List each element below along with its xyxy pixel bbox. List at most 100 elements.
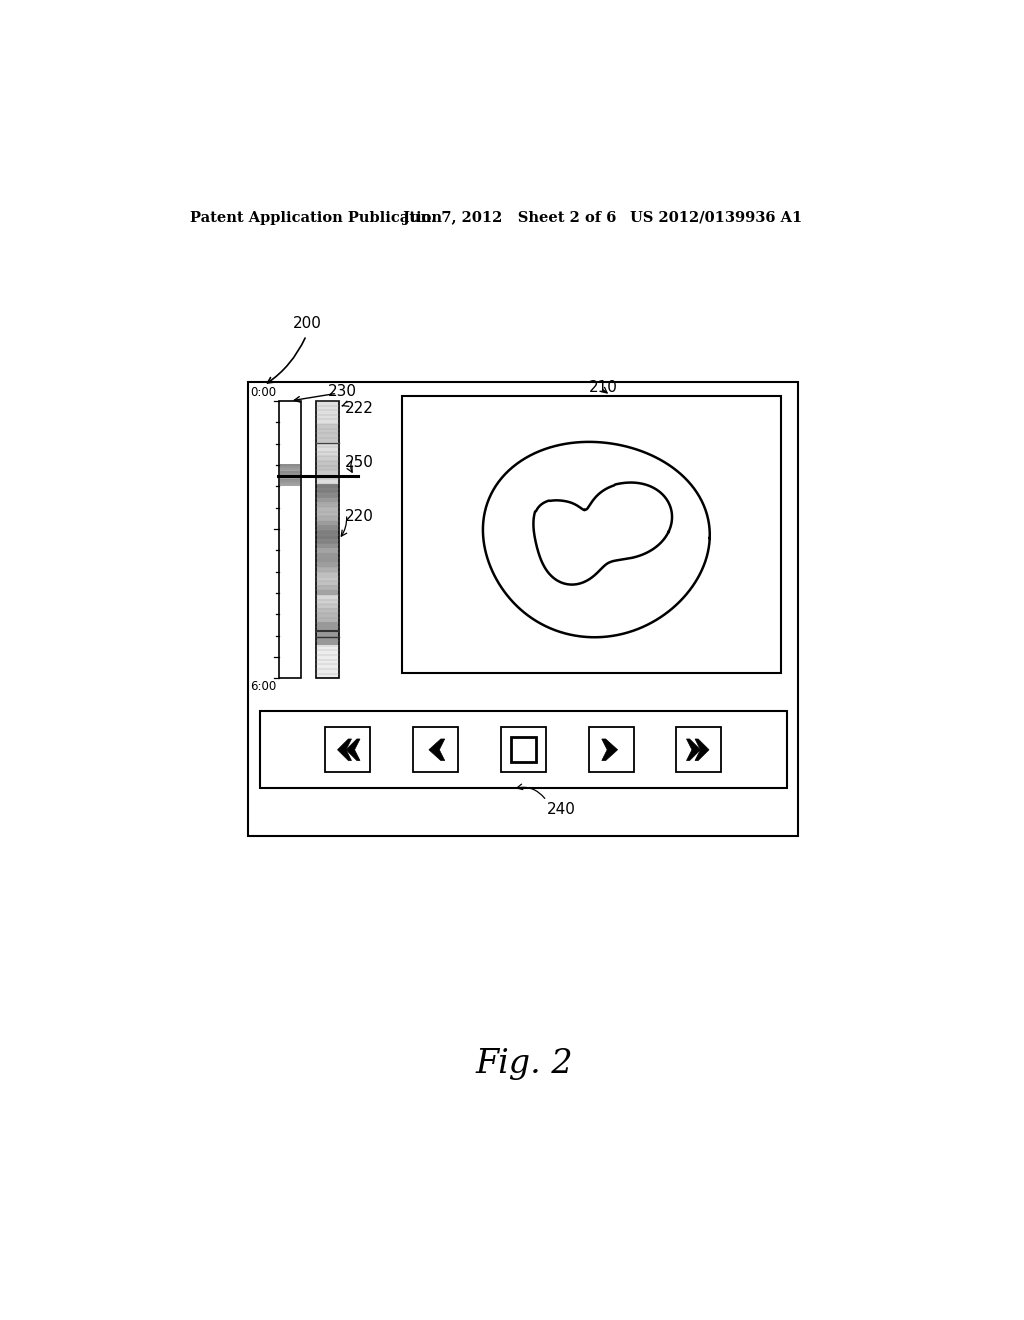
Bar [315, 465, 339, 470]
Text: Patent Application Publication: Patent Application Publication [190, 211, 442, 224]
Bar [315, 539, 339, 544]
Polygon shape [695, 739, 709, 760]
Bar [315, 640, 339, 645]
Bar [315, 576, 339, 581]
Bar [280, 467, 300, 470]
Text: US 2012/0139936 A1: US 2012/0139936 A1 [630, 211, 803, 224]
Bar [511, 738, 536, 762]
Bar [280, 466, 300, 467]
Bar [315, 479, 339, 484]
Bar [280, 475, 300, 477]
Bar [315, 511, 339, 516]
Text: 230: 230 [328, 384, 357, 399]
Bar [315, 414, 339, 420]
Bar [315, 525, 339, 531]
Bar [280, 482, 300, 484]
Bar [315, 603, 339, 609]
Text: 0:00: 0:00 [250, 387, 276, 400]
Bar [280, 401, 301, 678]
Bar [280, 470, 300, 471]
Bar [315, 572, 339, 577]
Bar [315, 622, 339, 627]
Bar [315, 428, 339, 433]
Text: Jun. 7, 2012   Sheet 2 of 6: Jun. 7, 2012 Sheet 2 of 6 [403, 211, 616, 224]
Bar [315, 488, 339, 494]
Text: 222: 222 [345, 401, 374, 416]
Bar [280, 471, 300, 474]
Bar [315, 437, 339, 442]
Bar [413, 727, 458, 772]
Bar [315, 492, 339, 498]
Bar [315, 409, 339, 414]
Bar [315, 544, 339, 549]
Polygon shape [346, 739, 360, 760]
Bar [677, 727, 721, 772]
Bar [315, 655, 339, 660]
Bar [315, 520, 339, 525]
Bar [501, 727, 546, 772]
Bar [280, 477, 300, 479]
Bar [315, 636, 339, 642]
Bar [315, 581, 339, 586]
Bar [401, 396, 781, 673]
Bar [315, 585, 339, 590]
Text: Fig. 2: Fig. 2 [476, 1048, 573, 1080]
Bar [315, 612, 339, 618]
Bar [280, 480, 300, 482]
Text: 240: 240 [547, 803, 575, 817]
Bar [325, 727, 370, 772]
Bar [315, 400, 339, 405]
Bar [589, 727, 634, 772]
Bar [315, 433, 339, 438]
Bar [280, 474, 300, 475]
Bar [315, 516, 339, 521]
Bar [315, 507, 339, 512]
Bar [315, 401, 339, 678]
Text: 210: 210 [589, 380, 618, 395]
Polygon shape [338, 739, 351, 760]
Bar [280, 484, 300, 486]
Bar [315, 645, 339, 651]
Bar [315, 470, 339, 475]
Bar [315, 553, 339, 558]
Bar [315, 502, 339, 507]
Bar [315, 673, 339, 678]
Bar [315, 599, 339, 605]
Bar [315, 424, 339, 429]
Polygon shape [686, 739, 700, 760]
Bar [315, 618, 339, 623]
Bar [315, 474, 339, 479]
Bar [315, 594, 339, 599]
Bar [315, 498, 339, 503]
Bar [315, 557, 339, 562]
Bar [315, 418, 339, 424]
Text: 200: 200 [293, 317, 322, 331]
Bar [315, 446, 339, 451]
Bar [315, 649, 339, 655]
Bar [315, 548, 339, 553]
Bar [248, 381, 799, 836]
Bar [280, 465, 300, 466]
Bar [315, 664, 339, 669]
Text: 6:00: 6:00 [250, 680, 276, 693]
Bar [315, 451, 339, 457]
Bar [315, 609, 339, 614]
Bar [280, 479, 300, 480]
Bar [315, 461, 339, 466]
Bar [315, 631, 339, 636]
Polygon shape [602, 739, 617, 760]
Bar [315, 442, 339, 447]
Bar [315, 668, 339, 673]
Bar [315, 483, 339, 488]
Bar [315, 535, 339, 540]
Text: 250: 250 [345, 455, 374, 470]
Bar [315, 566, 339, 572]
Bar [315, 562, 339, 568]
Bar [315, 529, 339, 535]
Bar [315, 627, 339, 632]
Text: 220: 220 [345, 508, 374, 524]
Bar [315, 590, 339, 595]
Polygon shape [429, 739, 444, 760]
Bar [260, 711, 786, 788]
Bar [315, 405, 339, 411]
